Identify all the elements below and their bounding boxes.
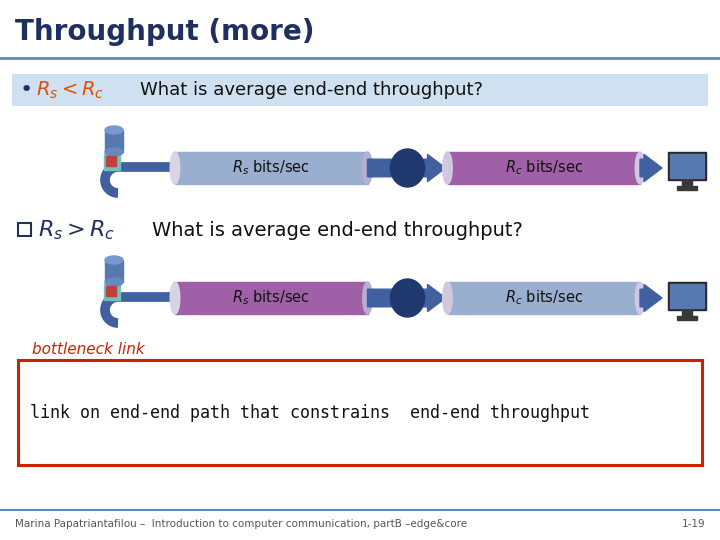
Text: bottleneck link: bottleneck link [32, 342, 145, 357]
Bar [105, 130, 123, 152]
Ellipse shape [105, 126, 123, 134]
Bar [18, 223, 31, 236]
Bar [18, 360, 702, 465]
Ellipse shape [105, 278, 123, 286]
Bar [105, 260, 123, 282]
Ellipse shape [390, 149, 425, 187]
Bar [677, 186, 697, 190]
Bar [668, 282, 706, 310]
Bar [104, 284, 120, 300]
Ellipse shape [390, 279, 425, 317]
Text: Throughput (more): Throughput (more) [15, 18, 315, 46]
Ellipse shape [443, 152, 452, 184]
Bar [682, 180, 692, 186]
Text: $R_c$ bits/sec: $R_c$ bits/sec [505, 159, 583, 177]
Ellipse shape [363, 152, 372, 184]
Bar [448, 152, 640, 184]
Ellipse shape [363, 282, 372, 314]
Ellipse shape [105, 148, 123, 156]
Ellipse shape [170, 152, 180, 184]
Bar [670, 284, 704, 308]
Bar [175, 282, 367, 314]
Ellipse shape [105, 256, 123, 264]
FancyArrow shape [367, 154, 446, 181]
Text: What is average end-end throughput?: What is average end-end throughput? [140, 81, 483, 99]
Text: What is average end-end throughput?: What is average end-end throughput? [152, 220, 523, 240]
Ellipse shape [170, 282, 180, 314]
Text: 1-19: 1-19 [681, 519, 705, 529]
Text: $\mathit{R_s < R_c}$: $\mathit{R_s < R_c}$ [36, 79, 104, 100]
Bar [104, 154, 120, 170]
Text: $\mathit{R_s > R_c}$: $\mathit{R_s > R_c}$ [38, 218, 115, 242]
Bar [677, 316, 697, 320]
Ellipse shape [635, 282, 645, 314]
Bar [448, 282, 640, 314]
Text: $R_s$ bits/sec: $R_s$ bits/sec [233, 289, 310, 307]
Text: Marina Papatriantafilou –  Introduction to computer communication, partB –edge&c: Marina Papatriantafilou – Introduction t… [15, 519, 467, 529]
Bar [175, 152, 367, 184]
Bar [106, 286, 116, 296]
FancyArrow shape [640, 154, 662, 181]
Ellipse shape [443, 282, 452, 314]
Text: •: • [20, 80, 33, 100]
Bar [668, 152, 706, 180]
FancyArrow shape [640, 285, 662, 312]
Bar [106, 156, 116, 166]
FancyBboxPatch shape [12, 74, 708, 106]
Text: link on end-end path that constrains  end-end throughput: link on end-end path that constrains end… [30, 403, 590, 422]
FancyArrow shape [367, 285, 446, 312]
Text: $R_c$ bits/sec: $R_c$ bits/sec [505, 289, 583, 307]
Bar [682, 310, 692, 316]
Ellipse shape [635, 152, 645, 184]
Text: $R_s$ bits/sec: $R_s$ bits/sec [233, 159, 310, 177]
Bar [670, 154, 704, 178]
